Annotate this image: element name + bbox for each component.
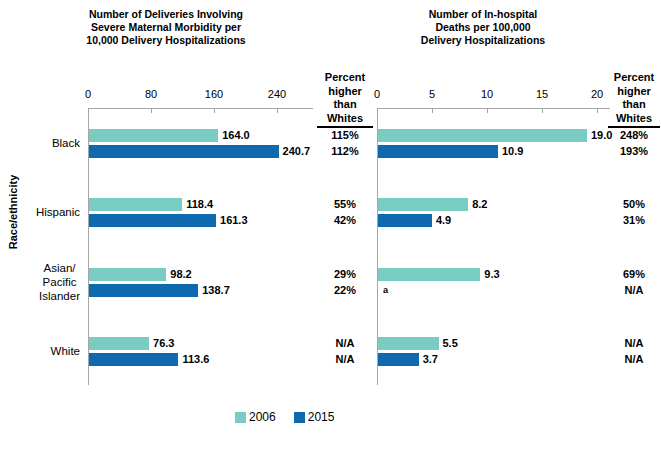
category-label: White [0,344,80,358]
bar-2015-1 [378,214,432,227]
bar-2015-2 [89,284,198,297]
left-chart-title: Number of Deliveries Involving Severe Ma… [46,8,286,47]
bar-value-label: 4.9 [436,214,451,227]
x-tick-mark [597,108,598,113]
percent-value: 22% [317,284,373,297]
x-tick-mark [214,108,215,113]
category-label: Black [0,136,80,150]
bar-value-label: 10.9 [502,145,523,158]
x-tick-label: 80 [136,88,166,101]
x-tick-label: 20 [582,88,612,101]
category-label: Hispanic [0,205,80,219]
bar-2015-0 [89,145,279,158]
legend-label: 2015 [308,410,335,424]
x-tick-label: 5 [417,88,447,101]
x-tick-label: 0 [362,88,392,101]
legend-item-2015: 2015 [294,410,335,424]
bar-value-label: 113.6 [182,353,209,366]
percent-value: 112% [317,145,373,158]
x-tick-label: 15 [527,88,557,101]
bar-2006-1 [89,198,182,211]
x-tick-label: 0 [73,88,103,101]
bar-2006-0 [378,129,587,142]
percent-value: 29% [317,268,373,281]
category-label-text: Hispanic [36,205,80,219]
bar-value-label: 98.2 [170,268,191,281]
x-axis-line [88,108,313,109]
bar-2006-3 [378,337,439,350]
legend-label: 2006 [249,410,276,424]
x-tick-label: 240 [262,88,292,101]
right-chart-title: Number of In-hospital Deaths per 100,000… [373,8,593,47]
percent-higher-header-right: Percent higher than Whites [608,71,660,128]
category-label-text: White [51,344,80,358]
percent-value: 50% [608,198,660,211]
x-tick-mark [151,108,152,113]
bar-2006-1 [378,198,468,211]
percent-value: 115% [317,129,373,142]
category-label-text: Black [52,136,80,150]
bar-2006-0 [89,129,218,142]
percent-value: N/A [608,353,660,366]
x-axis-line [377,108,610,109]
bar-value-label: 240.7 [283,145,311,158]
percent-value: N/A [608,284,660,297]
bar-value-label: 161.3 [220,214,248,227]
percent-value: 69% [608,268,660,281]
bar-value-label: 5.5 [443,337,458,350]
percent-value: 55% [317,198,373,211]
bar-value-label: 118.4 [186,198,213,211]
bar-2006-3 [89,337,149,350]
legend-swatch-2006 [235,412,246,423]
percent-value: 248% [608,129,660,142]
percent-value: 42% [317,214,373,227]
x-tick-mark [487,108,488,113]
category-label: Asian/ Pacific Islander [0,261,80,303]
x-tick-mark [542,108,543,113]
bar-2015-0 [378,145,498,158]
percent-value: N/A [317,337,373,350]
x-tick-label: 160 [199,88,229,101]
x-tick-label: 10 [472,88,502,101]
bar-value-label: 9.3 [484,268,499,281]
bar-2006-2 [89,268,166,281]
percent-value: N/A [608,337,660,350]
bar-2015-1 [89,214,216,227]
legend-swatch-2015 [294,412,305,423]
bar-value-label: 76.3 [153,337,174,350]
bar-2015-3 [89,353,178,366]
x-tick-mark [432,108,433,113]
figure: Number of Deliveries Involving Severe Ma… [0,0,661,476]
x-tick-mark [277,108,278,113]
bar-value-label: 138.7 [202,284,230,297]
percent-value: 193% [608,145,660,158]
legend: 2006 2015 [235,410,334,424]
bar-2015-3 [378,353,419,366]
footnote-marker: a [383,286,388,295]
bar-value-label: 164.0 [222,129,250,142]
bar-value-label: 3.7 [423,353,438,366]
bar-2006-2 [378,268,480,281]
percent-value: 31% [608,214,660,227]
bar-value-label: 8.2 [472,198,487,211]
percent-value: N/A [317,353,373,366]
legend-item-2006: 2006 [235,410,276,424]
category-label-text: Asian/ Pacific Islander [39,261,80,303]
